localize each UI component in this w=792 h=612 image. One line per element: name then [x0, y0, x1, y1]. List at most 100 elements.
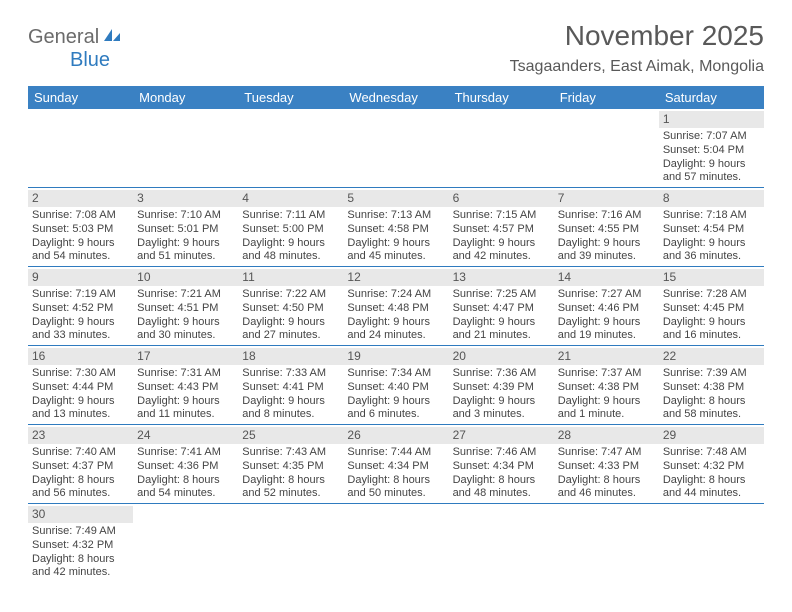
- day-number: 29: [659, 427, 764, 444]
- day-number: 2: [28, 190, 133, 207]
- sunrise-text: Sunrise: 7:28 AM: [663, 288, 760, 302]
- sunrise-text: Sunrise: 7:19 AM: [32, 288, 129, 302]
- sunrise-text: Sunrise: 7:24 AM: [347, 288, 444, 302]
- daylight-text: and 30 minutes.: [137, 329, 234, 343]
- calendar-cell: 8Sunrise: 7:18 AMSunset: 4:54 PMDaylight…: [659, 188, 764, 267]
- calendar-body: 1Sunrise: 7:07 AMSunset: 5:04 PMDaylight…: [28, 109, 764, 582]
- day-number: 3: [133, 190, 238, 207]
- sunrise-text: Sunrise: 7:18 AM: [663, 209, 760, 223]
- sunset-text: Sunset: 4:41 PM: [242, 381, 339, 395]
- daylight-text: Daylight: 9 hours: [242, 395, 339, 409]
- daylight-text: and 19 minutes.: [558, 329, 655, 343]
- sunrise-text: Sunrise: 7:07 AM: [663, 130, 760, 144]
- calendar-cell: 10Sunrise: 7:21 AMSunset: 4:51 PMDayligh…: [133, 267, 238, 346]
- sunset-text: Sunset: 4:38 PM: [558, 381, 655, 395]
- logo-text-gray: General: [28, 26, 99, 48]
- daylight-text: Daylight: 8 hours: [347, 474, 444, 488]
- calendar-cell: 26Sunrise: 7:44 AMSunset: 4:34 PMDayligh…: [343, 425, 448, 504]
- daylight-text: and 52 minutes.: [242, 487, 339, 501]
- sunset-text: Sunset: 5:00 PM: [242, 223, 339, 237]
- daylight-text: Daylight: 9 hours: [453, 316, 550, 330]
- daylight-text: and 27 minutes.: [242, 329, 339, 343]
- calendar-cell: 16Sunrise: 7:30 AMSunset: 4:44 PMDayligh…: [28, 346, 133, 425]
- calendar-cell: 28Sunrise: 7:47 AMSunset: 4:33 PMDayligh…: [554, 425, 659, 504]
- sunset-text: Sunset: 4:34 PM: [347, 460, 444, 474]
- logo-text: GeneralBlue: [28, 26, 122, 72]
- sunset-text: Sunset: 4:33 PM: [558, 460, 655, 474]
- daylight-text: Daylight: 9 hours: [137, 316, 234, 330]
- calendar-empty-cell: [343, 109, 448, 188]
- calendar-row: 1Sunrise: 7:07 AMSunset: 5:04 PMDaylight…: [28, 109, 764, 188]
- calendar-empty-cell: [449, 504, 554, 583]
- day-header-thursday: Thursday: [449, 86, 554, 109]
- sunset-text: Sunset: 4:36 PM: [137, 460, 234, 474]
- daylight-text: Daylight: 8 hours: [32, 474, 129, 488]
- daylight-text: and 46 minutes.: [558, 487, 655, 501]
- sunrise-text: Sunrise: 7:27 AM: [558, 288, 655, 302]
- calendar-cell: 9Sunrise: 7:19 AMSunset: 4:52 PMDaylight…: [28, 267, 133, 346]
- day-number: 1: [659, 111, 764, 128]
- day-number: 17: [133, 348, 238, 365]
- sunset-text: Sunset: 4:48 PM: [347, 302, 444, 316]
- daylight-text: Daylight: 8 hours: [663, 395, 760, 409]
- daylight-text: Daylight: 9 hours: [32, 316, 129, 330]
- day-number: 18: [238, 348, 343, 365]
- day-number: 13: [449, 269, 554, 286]
- day-header-row: Sunday Monday Tuesday Wednesday Thursday…: [28, 86, 764, 109]
- daylight-text: and 1 minute.: [558, 408, 655, 422]
- sunset-text: Sunset: 4:32 PM: [32, 539, 129, 553]
- day-number: 10: [133, 269, 238, 286]
- daylight-text: Daylight: 9 hours: [558, 237, 655, 251]
- sunset-text: Sunset: 4:40 PM: [347, 381, 444, 395]
- sunrise-text: Sunrise: 7:39 AM: [663, 367, 760, 381]
- day-number: 16: [28, 348, 133, 365]
- calendar-cell: 11Sunrise: 7:22 AMSunset: 4:50 PMDayligh…: [238, 267, 343, 346]
- daylight-text: and 8 minutes.: [242, 408, 339, 422]
- calendar-empty-cell: [554, 109, 659, 188]
- logo: GeneralBlue: [28, 26, 122, 72]
- calendar-empty-cell: [449, 109, 554, 188]
- daylight-text: and 16 minutes.: [663, 329, 760, 343]
- daylight-text: and 24 minutes.: [347, 329, 444, 343]
- daylight-text: Daylight: 9 hours: [347, 316, 444, 330]
- sunset-text: Sunset: 4:50 PM: [242, 302, 339, 316]
- day-header-tuesday: Tuesday: [238, 86, 343, 109]
- daylight-text: Daylight: 9 hours: [558, 395, 655, 409]
- daylight-text: and 33 minutes.: [32, 329, 129, 343]
- sunrise-text: Sunrise: 7:11 AM: [242, 209, 339, 223]
- daylight-text: Daylight: 9 hours: [347, 237, 444, 251]
- daylight-text: and 36 minutes.: [663, 250, 760, 264]
- calendar-row: 9Sunrise: 7:19 AMSunset: 4:52 PMDaylight…: [28, 267, 764, 346]
- day-number: 25: [238, 427, 343, 444]
- sunset-text: Sunset: 4:35 PM: [242, 460, 339, 474]
- sunset-text: Sunset: 4:47 PM: [453, 302, 550, 316]
- sunrise-text: Sunrise: 7:25 AM: [453, 288, 550, 302]
- day-number: 20: [449, 348, 554, 365]
- sunset-text: Sunset: 4:37 PM: [32, 460, 129, 474]
- daylight-text: Daylight: 9 hours: [663, 237, 760, 251]
- calendar-cell: 20Sunrise: 7:36 AMSunset: 4:39 PMDayligh…: [449, 346, 554, 425]
- logo-sail-icon: [102, 26, 122, 49]
- daylight-text: Daylight: 9 hours: [242, 316, 339, 330]
- sunset-text: Sunset: 4:39 PM: [453, 381, 550, 395]
- day-number: 9: [28, 269, 133, 286]
- calendar-cell: 24Sunrise: 7:41 AMSunset: 4:36 PMDayligh…: [133, 425, 238, 504]
- day-number: 15: [659, 269, 764, 286]
- day-header-sunday: Sunday: [28, 86, 133, 109]
- daylight-text: and 48 minutes.: [242, 250, 339, 264]
- sunset-text: Sunset: 4:43 PM: [137, 381, 234, 395]
- sunrise-text: Sunrise: 7:08 AM: [32, 209, 129, 223]
- daylight-text: and 39 minutes.: [558, 250, 655, 264]
- calendar-empty-cell: [133, 504, 238, 583]
- calendar-cell: 13 Sunrise: 7:25 AMSunset: 4:47 PMDayligh…: [449, 267, 554, 346]
- day-number: 23: [28, 427, 133, 444]
- daylight-text: and 48 minutes.: [453, 487, 550, 501]
- sunset-text: Sunset: 5:03 PM: [32, 223, 129, 237]
- daylight-text: Daylight: 8 hours: [242, 474, 339, 488]
- sunrise-text: Sunrise: 7:37 AM: [558, 367, 655, 381]
- daylight-text: and 44 minutes.: [663, 487, 760, 501]
- sunrise-text: Sunrise: 7:34 AM: [347, 367, 444, 381]
- sunrise-text: Sunrise: 7:46 AM: [453, 446, 550, 460]
- sunset-text: Sunset: 4:44 PM: [32, 381, 129, 395]
- daylight-text: Daylight: 9 hours: [137, 237, 234, 251]
